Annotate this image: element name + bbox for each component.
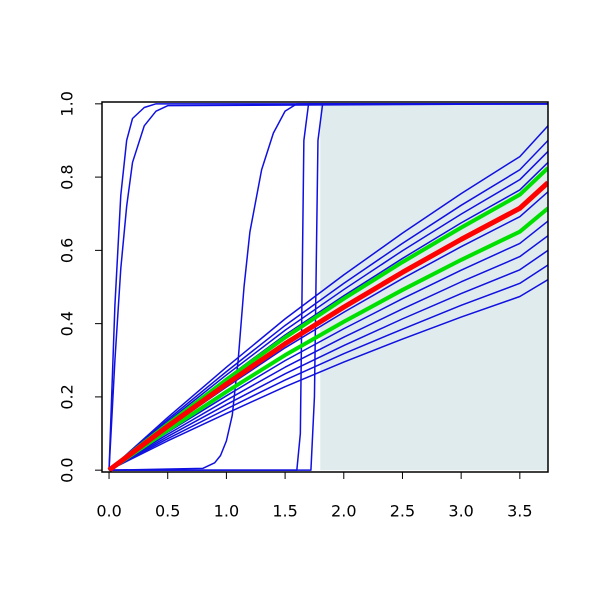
curve [109,103,548,471]
curve [108,139,548,471]
curve [109,103,548,471]
curve [108,220,548,471]
curve [107,180,548,472]
curve [107,206,548,472]
curve [108,103,548,471]
y-tick-label: 0.0 [58,457,77,482]
y-tick-label: 0.8 [58,164,77,189]
curve [108,150,548,471]
curve [108,235,548,471]
y-tick-label: 0.2 [58,384,77,409]
curve [108,264,548,471]
x-tick-label: 0.0 [96,502,121,521]
curve [108,249,548,471]
y-tick-label: 1.0 [58,91,77,116]
y-tick-label: 0.4 [58,311,77,336]
x-tick-label: 1.5 [272,502,297,521]
x-tick-label: 2.0 [331,502,356,521]
y-tick-label: 0.6 [58,238,77,263]
x-tick-label: 0.5 [155,502,180,521]
x-tick-label: 3.5 [507,502,532,521]
curve [108,279,548,471]
plot-frame [101,101,549,473]
shaded-region [320,103,548,471]
plot-lines [107,103,548,472]
x-tick-label: 1.0 [214,502,239,521]
curve [108,103,548,471]
x-tick-label: 3.0 [448,502,473,521]
x-tick-label: 2.5 [390,502,415,521]
curve [108,125,548,471]
